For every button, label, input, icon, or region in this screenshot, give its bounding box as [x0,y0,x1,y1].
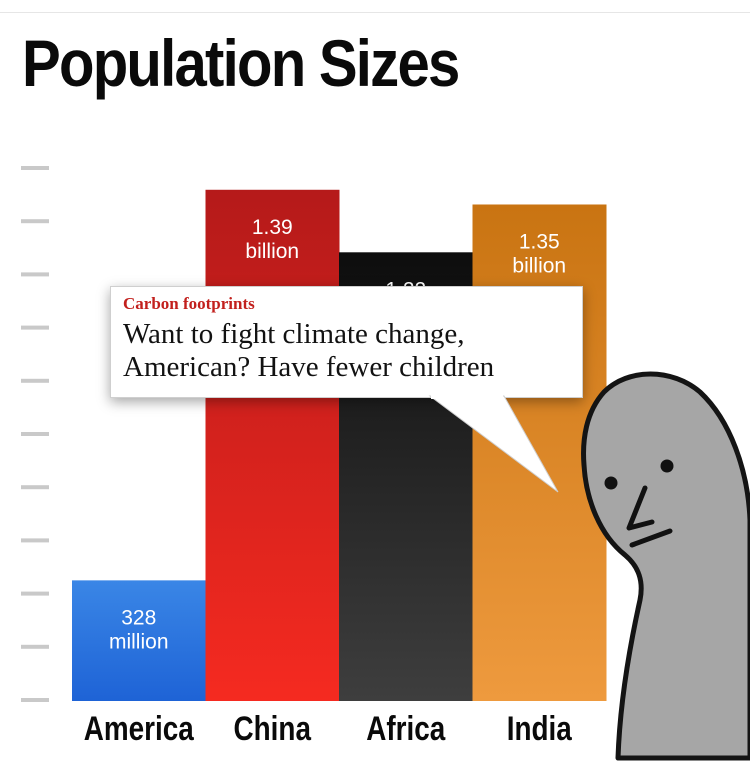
category-label-africa: Africa [366,709,446,747]
category-labels: America China Africa India [84,709,573,747]
y-tick-mark [21,166,49,170]
y-tick-mark [21,485,49,490]
y-tick-mark [21,698,49,702]
y-tick-mark [21,272,49,277]
callout-headline: Want to fight climate change, American? … [123,318,570,384]
bar-china [205,189,340,702]
y-tick-mark [21,432,49,436]
y-tick-mark [21,219,49,224]
callout-kicker: Carbon footprints [123,294,255,313]
callout-headline-line-1: Want to fight climate change, [123,317,465,350]
news-headline-callout: Carbon footprints Want to fight climate … [110,286,583,398]
y-axis-ticks [21,166,49,702]
bar-value-label-india: 1.35 billion [512,230,566,277]
y-tick-mark [21,591,49,596]
bar-america [72,580,206,701]
page-title: Population Sizes [22,26,460,100]
y-tick-mark [21,378,49,383]
category-label-india: India [507,709,573,747]
y-tick-mark [21,325,49,330]
top-divider [0,12,750,13]
bar-value-label-america: 328 million [109,606,169,653]
callout-headline-line-2: American? Have fewer children [123,350,495,383]
bar-value-label-china: 1.39 billion [245,216,299,263]
category-label-china: China [234,709,312,747]
category-label-america: America [84,709,195,747]
y-tick-mark [21,644,49,649]
bar-india [472,204,607,701]
y-tick-mark [21,538,49,543]
